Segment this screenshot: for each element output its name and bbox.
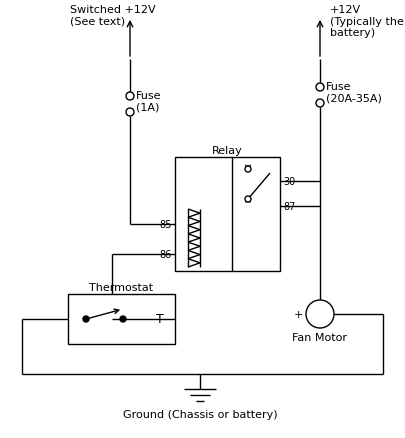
Text: 86: 86 <box>159 249 172 259</box>
Circle shape <box>315 100 323 108</box>
Text: T: T <box>156 313 164 326</box>
Circle shape <box>305 300 333 328</box>
Text: Thermostat: Thermostat <box>89 283 153 292</box>
Text: Ground (Chassis or battery): Ground (Chassis or battery) <box>122 409 277 419</box>
Text: 30: 30 <box>282 177 294 187</box>
Text: M: M <box>314 308 324 321</box>
Text: Switched +12V
(See text): Switched +12V (See text) <box>70 5 155 27</box>
Circle shape <box>244 197 250 202</box>
Text: Fuse
(20A-35A): Fuse (20A-35A) <box>325 82 381 103</box>
Circle shape <box>315 84 323 92</box>
Text: Fuse
(1A): Fuse (1A) <box>136 91 161 112</box>
Text: +12V
(Typically the
battery): +12V (Typically the battery) <box>329 5 403 38</box>
Circle shape <box>126 93 134 101</box>
Text: −: − <box>336 309 345 319</box>
Circle shape <box>126 109 134 117</box>
Circle shape <box>83 316 89 322</box>
Text: +: + <box>293 309 302 319</box>
Text: Relay: Relay <box>211 146 242 155</box>
Text: 87: 87 <box>282 201 295 212</box>
Text: 85: 85 <box>159 219 172 230</box>
Circle shape <box>244 166 250 173</box>
Text: Fan Motor: Fan Motor <box>292 332 347 342</box>
Bar <box>175 158 279 272</box>
Circle shape <box>120 316 126 322</box>
Bar <box>68 294 175 344</box>
